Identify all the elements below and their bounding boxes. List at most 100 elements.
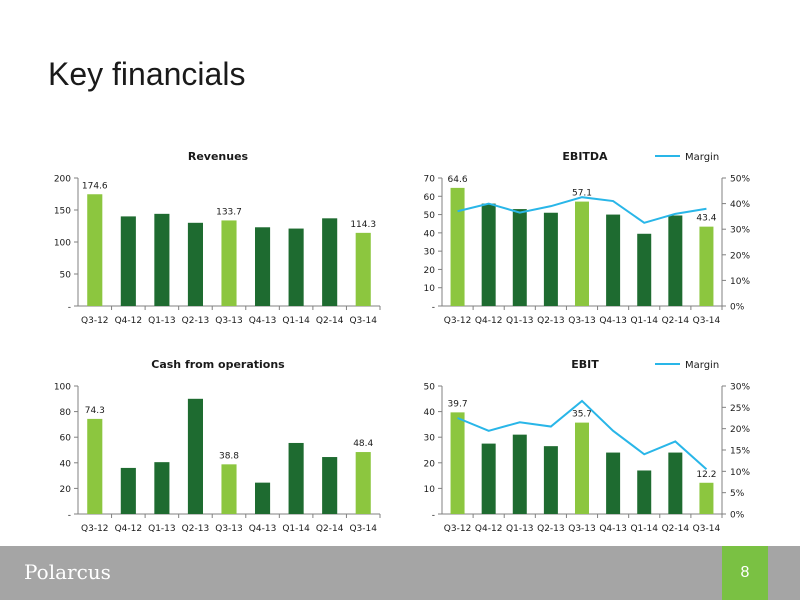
y-tick-label: - (432, 511, 435, 521)
data-label: 133.7 (216, 207, 242, 217)
bar (637, 233, 652, 306)
secondary-y-tick-label: 15% (730, 447, 750, 457)
y-tick-label: - (68, 303, 71, 313)
bar (255, 482, 271, 514)
bar (120, 467, 136, 514)
secondary-y-tick-label: 20% (730, 251, 750, 261)
secondary-y-tick-label: 30% (730, 226, 750, 236)
bar (668, 452, 683, 514)
x-tick-label: Q4-13 (249, 524, 277, 534)
secondary-y-tick-label: 0% (730, 303, 745, 313)
y-tick-label: 100 (54, 383, 71, 393)
bar (668, 215, 683, 306)
bar (355, 232, 371, 306)
y-tick-label: 80 (60, 408, 72, 418)
data-label: 48.4 (353, 439, 373, 449)
y-tick-label: 60 (60, 434, 72, 444)
x-tick-label: Q1-13 (148, 524, 176, 534)
x-tick-label: Q4-12 (115, 316, 143, 326)
ebitda-title: EBITDA (562, 150, 608, 163)
x-tick-label: Q3-12 (444, 316, 472, 326)
data-label: 43.4 (696, 214, 716, 224)
secondary-y-tick-label: 50% (730, 175, 750, 185)
x-tick-label: Q1-13 (506, 316, 534, 326)
bar (87, 418, 103, 514)
x-tick-label: Q3-12 (444, 524, 472, 534)
y-tick-label: 150 (54, 207, 71, 217)
secondary-y-tick-label: 5% (730, 489, 745, 499)
y-tick-label: 100 (54, 239, 71, 249)
data-label: 74.3 (85, 406, 105, 416)
bar (187, 398, 203, 514)
data-label: 39.7 (448, 399, 468, 409)
ebitda-chart: EBITDA - 10 20 30 40 50 60 70 Q3-12 64.6 Q4-12 Q1-13… (424, 150, 751, 326)
revenues-title: Revenues (188, 150, 249, 163)
bar (288, 442, 304, 514)
y-tick-label: 30 (424, 434, 436, 444)
bar (255, 227, 271, 306)
y-tick-label: 30 (424, 248, 436, 258)
x-tick-label: Q3-13 (215, 316, 243, 326)
bar (288, 228, 304, 306)
x-tick-label: Q3-13 (568, 316, 596, 326)
y-tick-label: 20 (60, 485, 72, 495)
data-label: 114.3 (350, 220, 376, 230)
x-tick-label: Q3-14 (349, 524, 377, 534)
bar (575, 201, 589, 306)
bar (575, 422, 589, 514)
x-tick-label: Q2-14 (662, 316, 690, 326)
secondary-y-tick-label: 20% (730, 425, 750, 435)
page-number-box: 8 (722, 546, 768, 600)
secondary-y-tick-label: 10% (730, 468, 750, 478)
x-tick-label: Q4-13 (249, 316, 277, 326)
bar (322, 457, 338, 514)
data-label: 12.2 (696, 470, 716, 480)
bar (606, 452, 621, 514)
bar (543, 212, 558, 306)
x-tick-label: Q3-12 (81, 316, 109, 326)
x-tick-label: Q3-13 (215, 524, 243, 534)
y-tick-label: 40 (424, 408, 436, 418)
y-tick-label: 50 (60, 271, 72, 281)
data-label: 38.8 (219, 451, 239, 461)
margin-line (457, 399, 708, 470)
revenues-chart: Revenues - 50 100 150 200 Q3-12 174.6 Q4-12 Q1-13… (54, 150, 381, 326)
x-tick-label: Q2-13 (182, 524, 210, 534)
x-tick-label: Q1-14 (630, 524, 658, 534)
x-tick-label: Q2-14 (316, 316, 344, 326)
x-tick-label: Q2-13 (182, 316, 210, 326)
legend-margin-label: Margin (685, 360, 719, 371)
secondary-y-tick-label: 25% (730, 404, 750, 414)
bar (221, 464, 237, 514)
y-tick-label: 40 (60, 459, 72, 469)
x-tick-label: Q4-13 (599, 316, 627, 326)
bar (543, 446, 558, 514)
margin-line (457, 196, 707, 224)
x-tick-label: Q1-14 (282, 524, 310, 534)
bar (699, 226, 714, 306)
secondary-y-tick-label: 30% (730, 383, 750, 393)
bar (481, 203, 496, 306)
y-tick-label: 50 (424, 383, 436, 393)
x-tick-label: Q2-13 (537, 316, 565, 326)
y-tick-label: 20 (424, 266, 436, 276)
bar (637, 470, 652, 514)
data-label: 174.6 (82, 181, 108, 191)
bar (322, 218, 338, 306)
legend-margin-label: Margin (685, 152, 719, 163)
secondary-y-tick-label: 0% (730, 511, 745, 521)
data-label: 57.1 (572, 189, 592, 199)
bar (450, 187, 465, 306)
y-tick-label: 60 (424, 193, 436, 203)
y-tick-label: 200 (54, 175, 71, 185)
cash-from-operations-chart: Cash from operations - 20 40 60 80 100 Q3-12 74.… (54, 358, 381, 534)
x-tick-label: Q2-14 (662, 524, 690, 534)
data-label: 35.7 (572, 410, 592, 420)
y-tick-label: - (68, 511, 71, 521)
y-tick-label: 10 (424, 485, 436, 495)
bar (699, 482, 714, 514)
bar (221, 220, 237, 306)
bar (450, 412, 465, 514)
x-tick-label: Q4-13 (599, 524, 627, 534)
